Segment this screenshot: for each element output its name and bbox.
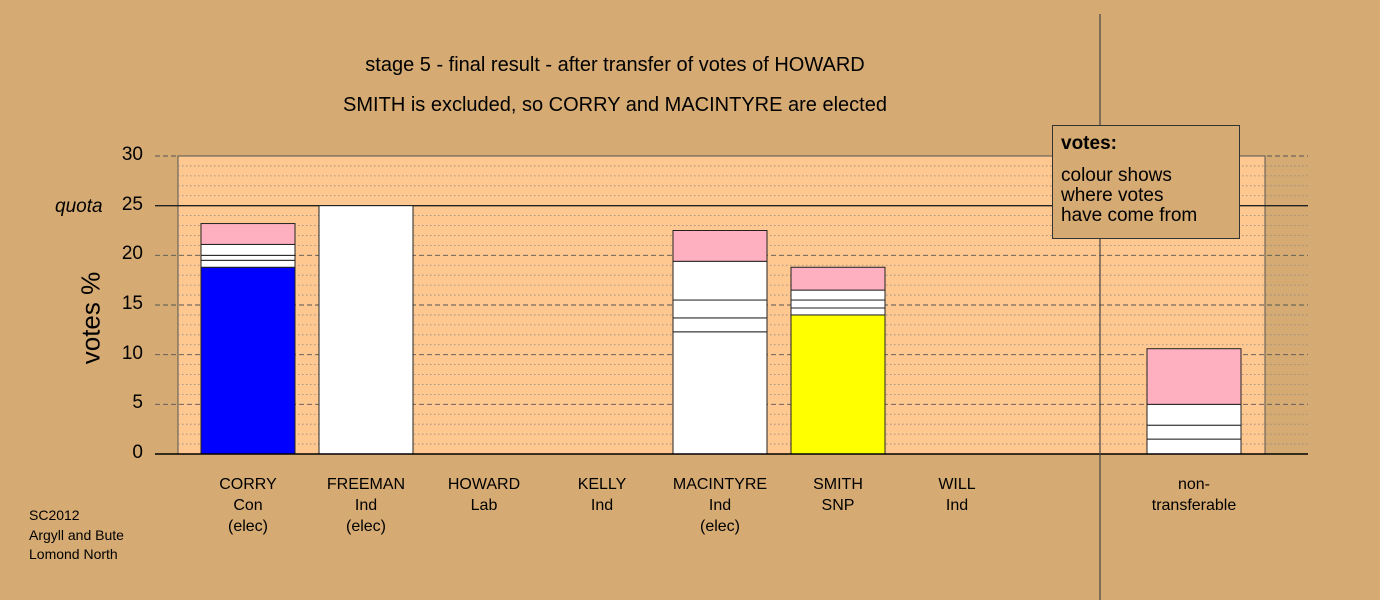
y-tick-label: 10 [121, 342, 143, 364]
legend-line: where votes [1061, 185, 1164, 206]
category-label-name: WILL [938, 476, 976, 493]
legend: votes: colour shows where votes have com… [1052, 125, 1240, 239]
category-label-party: Con [233, 497, 263, 514]
footer: SC2012 Argyll and Bute Lomond North [29, 506, 124, 565]
category-label-name: SMITH [813, 476, 863, 493]
category-label-party: transferable [1151, 497, 1237, 514]
bar-segment [790, 266, 886, 291]
bar-segment [1146, 438, 1242, 455]
category-label-party: SNP [821, 497, 855, 514]
category-label: SMITH SNP [778, 474, 898, 516]
category-label-name: MACINTYRE [672, 476, 768, 493]
y-tick-label: 5 [132, 392, 143, 414]
footer-line: Argyll and Bute [29, 526, 124, 543]
category-label: MACINTYRE Ind (elec) [660, 474, 780, 537]
bar-segment [200, 259, 296, 268]
y-tick-label: 30 [121, 144, 143, 165]
category-label-party: Ind [945, 497, 969, 514]
bar-segment [790, 314, 886, 455]
legend-line: have come from [1061, 205, 1198, 226]
category-label: WILL Ind [897, 474, 1017, 516]
category-label: HOWARD Lab [424, 474, 544, 516]
bar-segment [790, 299, 886, 309]
y-tick-label: 0 [132, 442, 143, 463]
bar-segment [1146, 424, 1242, 440]
category-label-name: non- [1177, 476, 1211, 493]
category-label-name: KELLY [577, 476, 627, 493]
legend-line: colour shows [1061, 165, 1172, 186]
bar-segment [672, 299, 768, 319]
quota-label: quota [55, 196, 103, 217]
chart-subtitle: SMITH is excluded, so CORRY and MACINTYR… [343, 94, 887, 116]
y-tick-label: 15 [121, 293, 143, 314]
category-label: non-transferable [1134, 474, 1254, 516]
category-label-name: CORRY [219, 476, 277, 493]
category-label-party: Lab [470, 497, 498, 514]
bar-segment [672, 317, 768, 333]
category-label-name: HOWARD [447, 476, 521, 493]
chart-title: stage 5 - final result - after transfer … [365, 54, 865, 76]
category-label-status: (elec) [345, 518, 386, 535]
bar-segment [790, 289, 886, 301]
category-label-name: FREEMAN [326, 476, 406, 493]
bar-segment [200, 254, 296, 261]
y-tick-label: 20 [121, 243, 143, 265]
bar-segment [200, 223, 296, 245]
category-label-status: (elec) [699, 518, 740, 535]
category-label-party: Ind [354, 497, 378, 514]
category-label-status: (elec) [227, 518, 268, 535]
bar-segment [672, 331, 768, 455]
bar-segment [200, 266, 296, 455]
category-label-party: Ind [590, 497, 614, 514]
category-label: KELLY Ind [542, 474, 662, 516]
footer-line: SC2012 [29, 507, 80, 523]
legend-title: votes: [1061, 133, 1117, 154]
bar-segment [318, 205, 414, 455]
footer-line: Lomond North [29, 546, 118, 562]
bar-segment [200, 243, 296, 256]
bar-segment [790, 307, 886, 316]
category-label-party: Ind [708, 497, 732, 514]
category-label: FREEMAN Ind (elec) [306, 474, 426, 537]
bar-segment [672, 230, 768, 262]
bar-segment [1146, 348, 1242, 405]
bar-segment [1146, 403, 1242, 426]
y-tick-label: 25 [121, 193, 143, 215]
category-label: CORRY Con (elec) [188, 474, 308, 537]
bar-segment [672, 260, 768, 301]
